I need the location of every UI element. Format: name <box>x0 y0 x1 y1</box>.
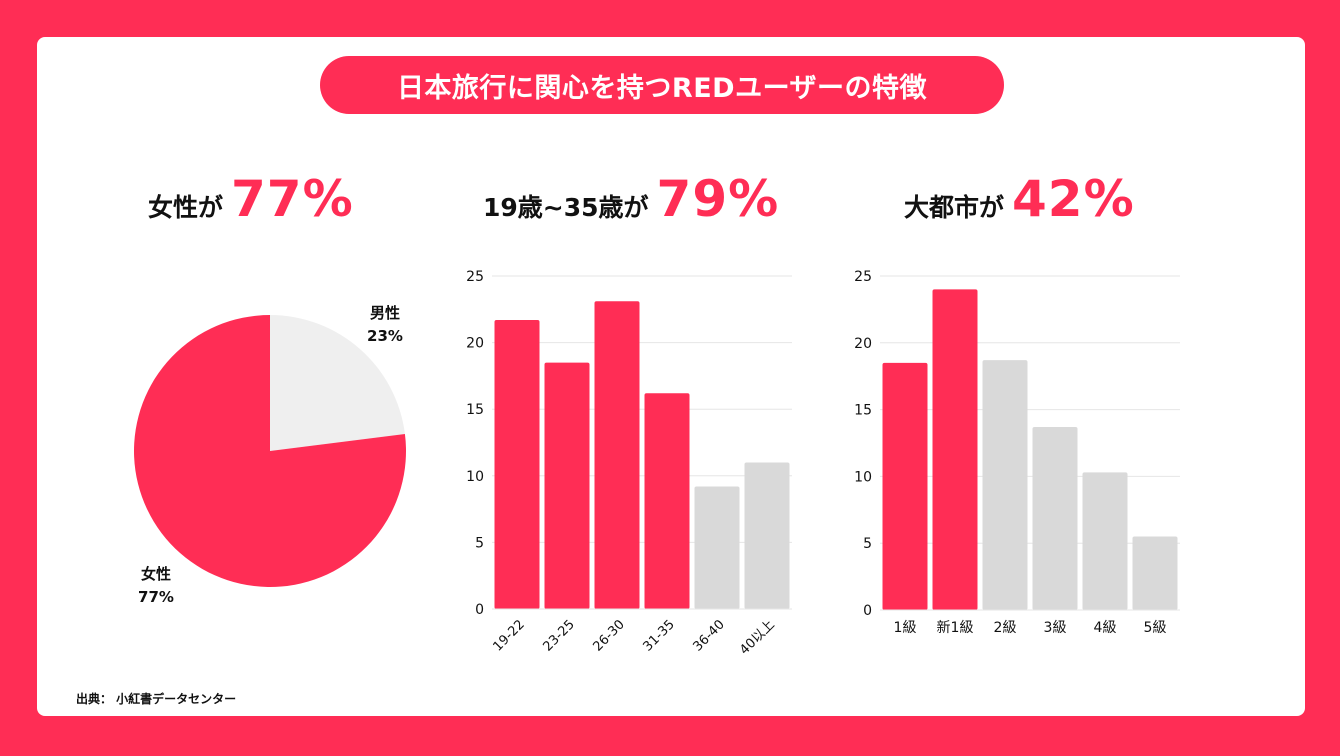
age-ytick-label: 15 <box>466 402 484 418</box>
headline-age: 19歳~35歳が 79% <box>483 170 779 228</box>
headline-gender-value: 77% <box>231 170 354 228</box>
city-bar <box>982 360 1028 610</box>
pie-label-male: 男性 <box>370 304 400 322</box>
city-bar <box>1132 536 1178 610</box>
age-ytick-label: 10 <box>466 469 484 485</box>
page-title: 日本旅行に関心を持つREDユーザーの特徴 <box>320 56 1004 114</box>
city-ytick-label: 25 <box>854 269 872 285</box>
headline-gender-label: 女性が <box>148 193 224 222</box>
age-bar <box>644 393 690 609</box>
source-note: 出典： 小紅書データセンター <box>76 692 237 706</box>
headline-age-label: 19歳~35歳が <box>483 193 649 222</box>
city-bar <box>882 362 928 610</box>
city-xtick-label: 4級 <box>1094 620 1117 636</box>
city-xtick-label: 1級 <box>894 620 917 636</box>
pie-pct-male: 23% <box>367 327 403 345</box>
age-bar <box>744 462 790 609</box>
city-ytick-label: 5 <box>863 536 872 552</box>
city-xtick-label: 2級 <box>994 620 1017 636</box>
city-ytick-label: 20 <box>854 336 872 352</box>
pie-slice-male <box>270 315 405 451</box>
age-ytick-label: 0 <box>475 602 484 618</box>
pie-label-female: 女性 <box>141 565 171 583</box>
age-bar <box>694 486 740 609</box>
city-ytick-label: 10 <box>854 469 872 485</box>
city-xtick-label: 3級 <box>1044 620 1067 636</box>
headline-city-value: 42% <box>1012 170 1135 228</box>
city-ytick-label: 0 <box>863 603 872 619</box>
headline-city-label: 大都市が <box>904 193 1005 222</box>
age-bar <box>494 319 540 609</box>
city-ytick-label: 15 <box>854 403 872 419</box>
city-xtick-label: 新1級 <box>937 620 974 636</box>
pie-slice-female <box>134 315 406 587</box>
headline-age-value: 79% <box>656 170 780 228</box>
pie-pct-female: 77% <box>138 588 174 606</box>
city-xtick-label: 5級 <box>1144 620 1167 636</box>
age-bar <box>594 301 640 609</box>
age-ytick-label: 25 <box>466 269 484 285</box>
headline-city: 大都市が 42% <box>904 170 1135 228</box>
city-bar <box>932 289 978 610</box>
headline-gender: 女性が 77% <box>148 170 354 228</box>
age-ytick-label: 5 <box>475 535 484 551</box>
city-bar <box>1082 472 1128 610</box>
age-bar <box>544 362 590 609</box>
age-ytick-label: 20 <box>466 336 484 352</box>
city-bar <box>1032 426 1078 610</box>
